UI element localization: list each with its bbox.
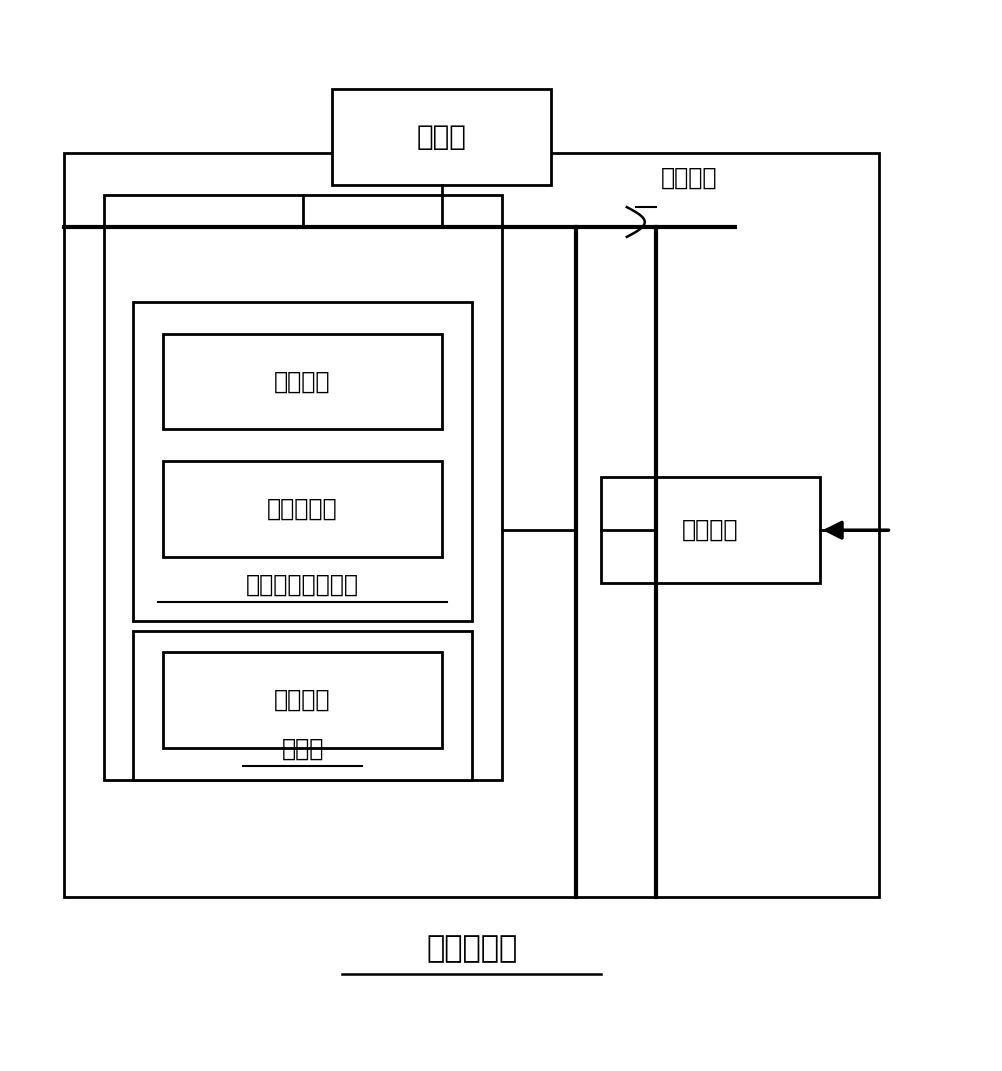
Bar bbox=[133, 631, 471, 780]
Text: 操作系统: 操作系统 bbox=[274, 369, 331, 393]
Text: 电子正设备: 电子正设备 bbox=[426, 934, 517, 963]
Bar bbox=[103, 195, 501, 780]
Bar bbox=[133, 302, 471, 620]
Bar bbox=[163, 462, 441, 557]
Text: 系统总线: 系统总线 bbox=[660, 166, 716, 191]
Bar bbox=[600, 477, 819, 584]
Text: 非易失性存储介质: 非易失性存储介质 bbox=[245, 573, 359, 598]
Bar bbox=[332, 89, 551, 185]
Text: 存储器: 存储器 bbox=[282, 737, 324, 760]
Bar bbox=[163, 652, 441, 748]
Text: 处理器: 处理器 bbox=[417, 123, 466, 151]
Text: 内存储器: 内存储器 bbox=[274, 689, 331, 712]
Text: 计算机程序: 计算机程序 bbox=[267, 497, 338, 521]
Bar bbox=[163, 333, 441, 429]
Bar bbox=[64, 153, 879, 896]
Text: 网络接口: 网络接口 bbox=[681, 518, 737, 542]
